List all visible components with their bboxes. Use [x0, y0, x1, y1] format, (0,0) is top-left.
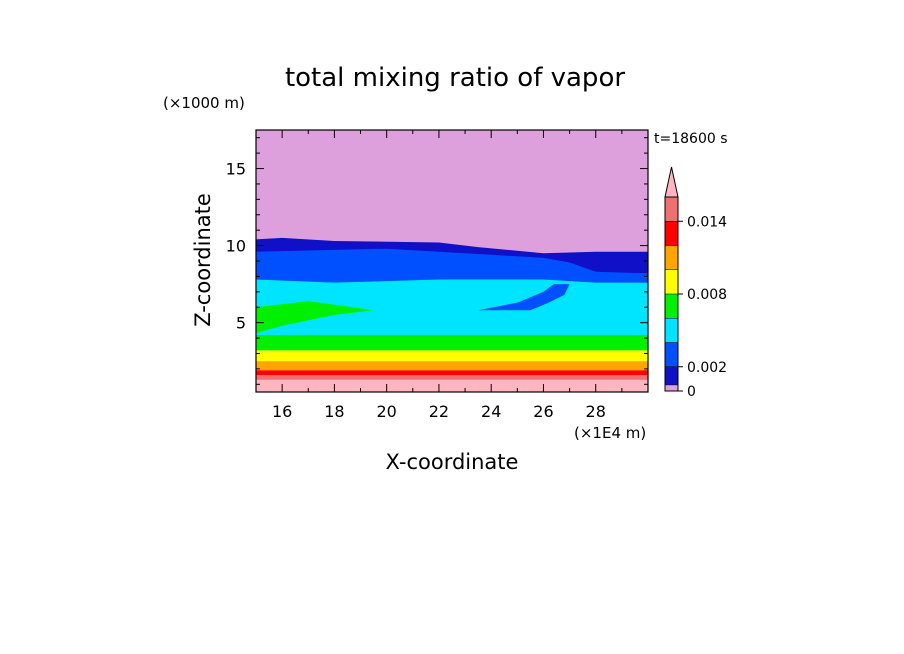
colorbar-segment — [665, 342, 678, 367]
colorbar-segment — [665, 245, 678, 270]
y-axis-ticks: 5 10 15 — [226, 160, 246, 333]
colorbar-segment — [665, 318, 678, 343]
colorbar-segment — [665, 384, 678, 391]
x-tick-label: 22 — [429, 402, 449, 421]
colorbar-tick-label: 0.008 — [687, 287, 727, 303]
x-tick-label: 26 — [533, 402, 553, 421]
green-tongue — [256, 301, 374, 334]
y-tick-label: 15 — [226, 160, 246, 179]
x-tick-label: 28 — [586, 402, 606, 421]
chart-title: total mixing ratio of vapor — [285, 63, 625, 93]
colorbar-segment — [665, 294, 678, 319]
y-unit-label: (×1000 m) — [163, 94, 245, 112]
colorbar-tick-label: 0.014 — [687, 214, 727, 230]
colorbar-segment — [665, 366, 678, 385]
colorbar-tick-label: 0.002 — [687, 360, 727, 376]
y-axis-label: Z-coordinate — [191, 193, 215, 327]
x-unit-label: (×1E4 m) — [574, 424, 646, 442]
y-tick-label: 5 — [236, 314, 246, 333]
x-axis-ticks: 16 18 20 22 24 26 28 — [272, 402, 606, 421]
colorbar-segment — [665, 221, 678, 246]
x-axis-label: X-coordinate — [386, 450, 519, 474]
band-1 — [256, 379, 648, 392]
x-tick-label: 18 — [324, 402, 344, 421]
colorbar-tick-label: 0 — [687, 384, 696, 400]
x-tick-label: 16 — [272, 402, 292, 421]
time-label: t=18600 s — [654, 131, 728, 147]
colorbar-segment — [665, 197, 678, 222]
x-tick-label: 20 — [376, 402, 396, 421]
x-tick-label: 24 — [481, 402, 501, 421]
colorbar: 0 0.002 0.008 0.014 — [664, 166, 727, 400]
colorbar-extend-arrow — [664, 166, 679, 198]
contour-plot — [255, 129, 649, 393]
blue-intrusion — [478, 284, 570, 311]
colorbar-segment — [665, 269, 678, 294]
y-tick-label: 10 — [226, 237, 246, 256]
